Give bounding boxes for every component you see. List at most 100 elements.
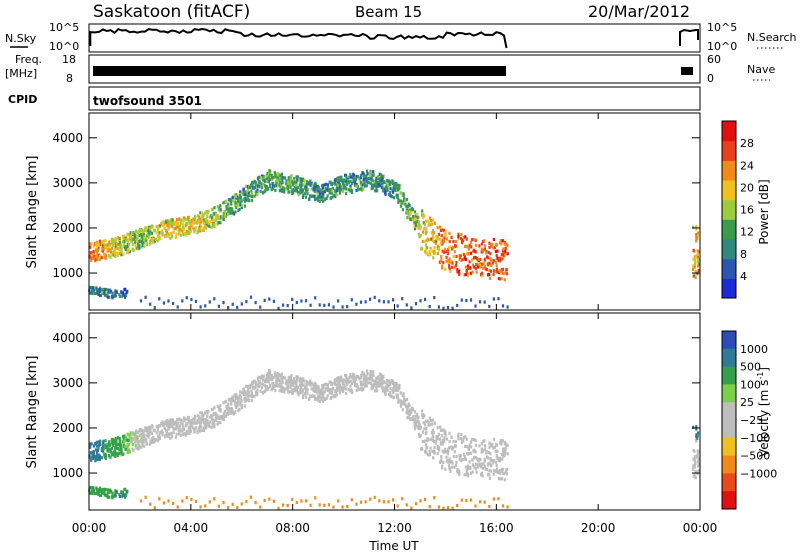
velocity-cell	[132, 448, 135, 452]
velocity-cell	[366, 372, 369, 376]
power-cell	[275, 181, 278, 185]
power-cell	[399, 204, 403, 208]
power-cell	[483, 247, 486, 251]
power-cell	[296, 175, 299, 179]
power-cell	[416, 212, 419, 217]
power-cell	[449, 269, 452, 273]
velocity-cell	[337, 499, 340, 503]
velocity-cell	[449, 469, 452, 473]
power-cell	[359, 183, 362, 187]
velocity-cell	[336, 386, 339, 390]
velocity-cell	[382, 500, 385, 504]
power-cell	[696, 252, 699, 256]
power-cell	[227, 212, 230, 216]
power-cell	[94, 242, 98, 246]
velocity-cell	[187, 426, 190, 430]
velocity-cell	[189, 429, 192, 433]
power-cell	[151, 224, 154, 228]
power-cell	[272, 186, 275, 190]
power-cell	[138, 233, 141, 238]
power-cell	[212, 219, 216, 223]
power-cell	[337, 183, 340, 187]
power-cell	[301, 188, 304, 192]
power-cell	[399, 199, 403, 203]
velocity-cell	[436, 446, 439, 451]
power-colorbar-swatch	[722, 219, 736, 240]
velocity-ylabel: Slant Range [km]	[25, 356, 40, 469]
velocity-cell	[316, 391, 319, 395]
power-cell	[378, 184, 381, 188]
power-cell	[451, 247, 454, 251]
velocity-cell	[695, 427, 698, 431]
power-cell	[478, 244, 481, 248]
power-cell	[314, 182, 317, 186]
velocity-cell	[92, 444, 95, 448]
velocity-cell	[349, 372, 352, 377]
power-cell	[448, 231, 451, 235]
power-cell	[369, 297, 372, 301]
power-cell	[398, 183, 401, 187]
power-cell	[414, 214, 417, 218]
velocity-cell	[155, 431, 158, 435]
velocity-cell	[338, 389, 341, 393]
power-cell	[439, 259, 443, 263]
power-cell	[365, 184, 368, 188]
velocity-cell	[422, 421, 425, 425]
power-cell	[697, 262, 700, 266]
velocity-cell	[694, 460, 697, 465]
velocity-cell	[290, 383, 293, 387]
power-cell	[149, 227, 152, 231]
velocity-cell	[342, 378, 346, 382]
velocity-cell	[500, 453, 503, 457]
velocity-cell	[280, 372, 283, 376]
velocity-cell	[176, 505, 179, 509]
velocity-cell	[295, 383, 298, 387]
velocity-cell	[467, 472, 470, 476]
velocity-cell	[190, 497, 193, 502]
velocity-cell	[202, 428, 206, 432]
power-cell	[163, 226, 166, 230]
power-cell	[469, 240, 473, 244]
velocity-cell	[493, 459, 496, 463]
power-cell	[183, 219, 186, 223]
velocity-colorbar-swatch	[722, 384, 736, 403]
freq-band-late	[681, 67, 693, 75]
power-cell	[273, 171, 276, 175]
velocity-cell	[370, 370, 373, 374]
velocity-cell	[322, 392, 325, 396]
velocity-cell	[399, 391, 402, 395]
velocity-cell	[485, 451, 488, 455]
power-cell	[404, 199, 407, 203]
power-cell	[363, 174, 366, 178]
velocity-cell	[281, 379, 284, 383]
power-cell	[369, 177, 372, 181]
velocity-cell	[118, 448, 121, 452]
power-cell	[292, 183, 295, 187]
velocity-cell	[392, 396, 396, 400]
velocity-cell	[506, 505, 509, 509]
velocity-cell	[217, 504, 220, 508]
velocity-cell	[266, 387, 269, 391]
power-cell	[464, 235, 467, 239]
power-cell	[219, 204, 222, 208]
power-cell	[501, 257, 504, 261]
station-title: Saskatoon (fitACF)	[93, 2, 250, 22]
velocity-cell	[423, 439, 426, 443]
power-cell	[304, 195, 308, 199]
power-cell	[405, 207, 409, 211]
velocity-cell	[108, 495, 111, 499]
power-cell	[492, 272, 495, 276]
power-cell	[236, 305, 239, 309]
velocity-cell	[249, 385, 252, 389]
power-cell	[250, 195, 253, 199]
velocity-cell	[144, 429, 148, 433]
velocity-cell	[436, 435, 439, 439]
power-cell	[282, 176, 285, 180]
velocity-cell	[340, 385, 343, 389]
power-cell	[493, 246, 496, 250]
power-cell	[128, 233, 131, 237]
velocity-cell	[234, 394, 237, 398]
velocity-cell	[92, 449, 95, 454]
velocity-cell	[246, 394, 250, 398]
power-cell	[457, 235, 460, 239]
